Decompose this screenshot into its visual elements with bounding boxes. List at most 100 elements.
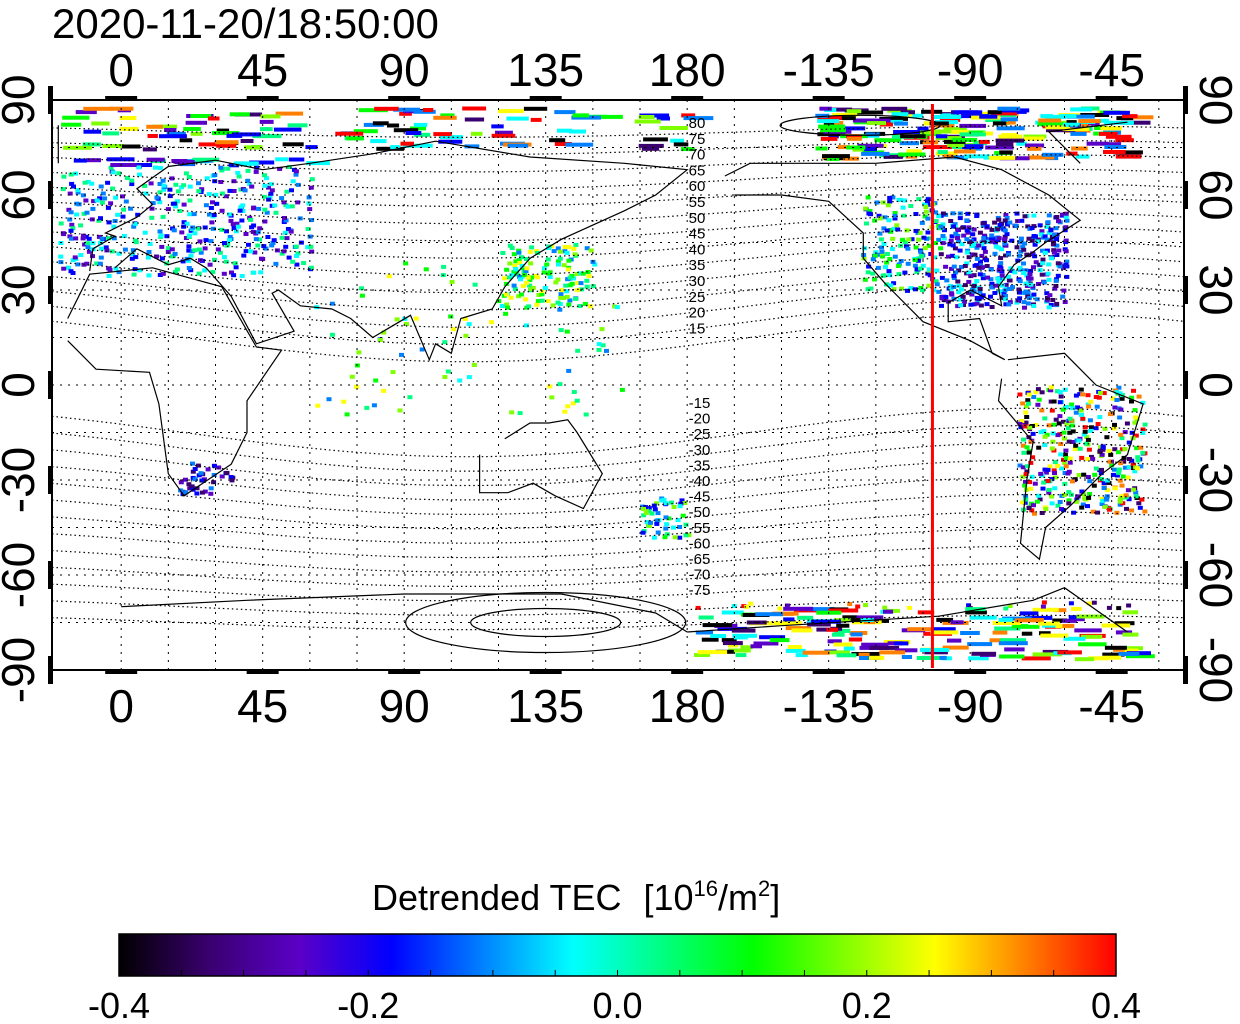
tec-pixel [960,294,966,299]
tec-pixel [269,243,275,248]
tec-pixel [511,270,517,274]
mag-contour [51,254,1185,294]
tec-pixel [683,116,714,121]
tec-pixel [208,491,214,496]
tec-pixel [901,655,912,659]
tec-pixel [1061,508,1067,513]
tec-pixel [584,246,590,251]
tec-pixel [976,265,982,270]
tec-pixel [571,246,577,251]
tec-pixel [1070,406,1076,411]
tec-pixel [1046,490,1052,495]
tec-pixel [785,626,808,631]
contour-label: 30 [689,273,706,290]
tec-pixel [545,257,551,262]
tec-pixel [472,282,478,287]
tec-pixel [1028,268,1034,273]
tec-pixel [938,252,944,257]
tec-pixel [904,244,909,249]
tec-pixel [187,198,193,203]
tec-pixel [246,242,251,247]
tec-pixel [670,138,684,143]
tec-pixel [566,368,572,373]
tec-pixel [1102,505,1108,510]
lon-tick-label-top: -45 [1078,44,1144,96]
tec-pixel [104,248,110,253]
tec-pixel [885,203,891,208]
tec-pixel [511,252,517,257]
tec-pixel [901,213,907,218]
lon-tick-label-top: 45 [237,44,288,96]
tec-pixel [955,279,961,284]
tec-pixel [108,201,114,206]
tec-pixel [959,123,986,128]
tec-pixel [445,369,451,374]
tec-pixel [888,229,894,234]
tec-pixel [1023,420,1029,425]
tec-pixel [891,287,897,292]
contour-label: 35 [689,257,706,274]
tec-pixel [387,123,400,128]
tec-pixel [974,301,980,306]
tec-pixel [507,143,529,148]
tec-pixel [202,489,208,494]
tec-pixel [287,123,308,128]
tec-pixel [971,242,977,246]
tec-pixel [558,328,564,333]
tec-pixel [1022,214,1028,219]
contour-label: 60 [689,178,706,195]
tec-pixel [1003,243,1009,248]
tec-pixel [75,110,97,115]
tec-pixel [1031,503,1036,508]
tec-pixel [972,252,978,257]
tec-pixel [80,236,86,241]
tec-pixel [980,221,986,226]
tec-pixel [1086,141,1109,146]
tec-pixel [1025,615,1053,620]
tec-pixel [1045,296,1050,300]
tec-pixel [527,278,533,282]
tec-pixel [253,169,259,174]
tec-pixel [1104,478,1110,483]
tec-pixel [750,644,762,649]
tec-pixel [535,251,540,255]
tec-pixel [202,225,208,230]
tec-pixel [1062,127,1090,132]
tec-pixel [1012,270,1018,275]
tec-pixel [148,181,154,186]
tec-pixel [257,237,263,242]
tec-pixel [664,522,670,527]
tec-pixel [992,251,998,256]
tec-pixel [1004,232,1010,237]
tec-pixel [1066,501,1072,506]
tec-pixel [111,224,117,229]
contour-label: -20 [689,411,711,428]
tec-pixel [1032,481,1038,486]
tec-pixel [1049,501,1055,506]
tec-pixel [1097,415,1103,420]
tec-pixel [1040,604,1046,609]
mag-contour [51,494,1185,530]
tec-pixel [212,173,218,177]
tec-pixel [1011,624,1028,629]
tec-pixel [197,239,203,244]
tec-pixel [71,184,76,189]
tec-pixel [827,639,842,644]
contour-label: -50 [689,504,711,521]
tec-pixel [879,116,908,121]
tec-pixel [233,265,239,270]
tec-pixel [1093,395,1099,399]
tec-pixel [1063,215,1069,220]
tec-pixel [908,204,914,208]
tec-pixel [1060,419,1066,424]
tec-pixel [1075,154,1090,159]
tec-pixel [582,301,588,306]
tec-pixel [73,236,79,241]
tec-pixel [275,157,289,162]
mag-contour [51,424,1185,472]
tec-pixel [198,250,204,255]
mag-contour [51,511,1185,544]
tec-pixel [1026,401,1031,406]
tec-pixel [942,645,969,650]
tec-pixel [129,256,135,261]
